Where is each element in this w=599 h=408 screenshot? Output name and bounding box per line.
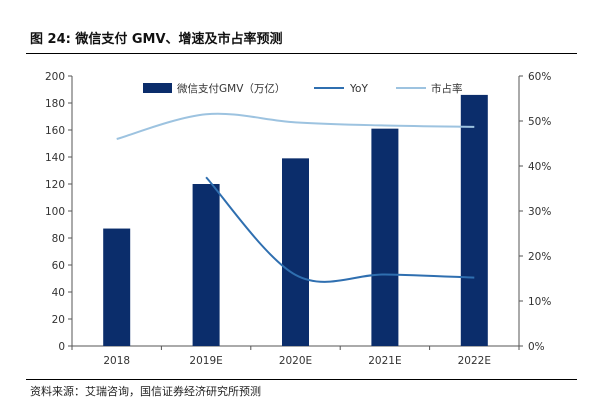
y-right-tick-label: 20% bbox=[528, 251, 551, 263]
x-tick-label: 2022E bbox=[458, 355, 491, 367]
y-left-tick-label: 200 bbox=[45, 71, 65, 83]
y-left-tick-label: 100 bbox=[45, 206, 65, 218]
x-tick-label: 2018 bbox=[103, 355, 130, 367]
y-right-tick-label: 0% bbox=[528, 341, 545, 353]
legend-label-yoy: YoY bbox=[349, 83, 368, 95]
y-left-tick-label: 0 bbox=[58, 341, 65, 353]
x-tick-label: 2021E bbox=[368, 355, 401, 367]
y-right-tick-label: 50% bbox=[528, 116, 551, 128]
bar bbox=[103, 228, 131, 346]
y-left-tick-label: 120 bbox=[45, 179, 65, 191]
y-left-tick-label: 60 bbox=[52, 260, 65, 272]
legend-label-gmv: 微信支付GMV（万亿） bbox=[177, 82, 285, 95]
bar bbox=[282, 158, 309, 346]
y-right-tick-label: 40% bbox=[528, 161, 551, 173]
x-tick-label: 2020E bbox=[279, 355, 312, 367]
x-tick-label: 2019E bbox=[189, 355, 222, 367]
legend-label-share: 市占率 bbox=[431, 82, 463, 95]
y-left-tick-label: 20 bbox=[52, 314, 65, 326]
bar bbox=[192, 184, 220, 346]
y-right-tick-label: 60% bbox=[528, 71, 551, 83]
bottom-rule bbox=[26, 379, 577, 380]
market-share-line bbox=[116, 112, 475, 140]
y-right-tick-label: 10% bbox=[528, 296, 551, 308]
top-rule bbox=[26, 53, 577, 54]
y-left-tick-label: 80 bbox=[52, 233, 65, 245]
source-note: 资料来源：艾瑞咨询，国信证券经济研究所预测 bbox=[30, 385, 261, 398]
bar bbox=[371, 128, 399, 346]
y-left-tick-label: 140 bbox=[45, 152, 65, 164]
figure-title: 图 24: 微信支付 GMV、增速及市占率预测 bbox=[30, 32, 283, 47]
bar bbox=[460, 94, 488, 347]
y-left-tick-label: 40 bbox=[52, 287, 65, 299]
yoy-line bbox=[205, 176, 475, 283]
y-left-tick-label: 180 bbox=[45, 98, 65, 110]
y-right-tick-label: 30% bbox=[528, 206, 551, 218]
legend-swatch-gmv bbox=[143, 83, 172, 93]
y-left-tick-label: 160 bbox=[45, 125, 65, 137]
